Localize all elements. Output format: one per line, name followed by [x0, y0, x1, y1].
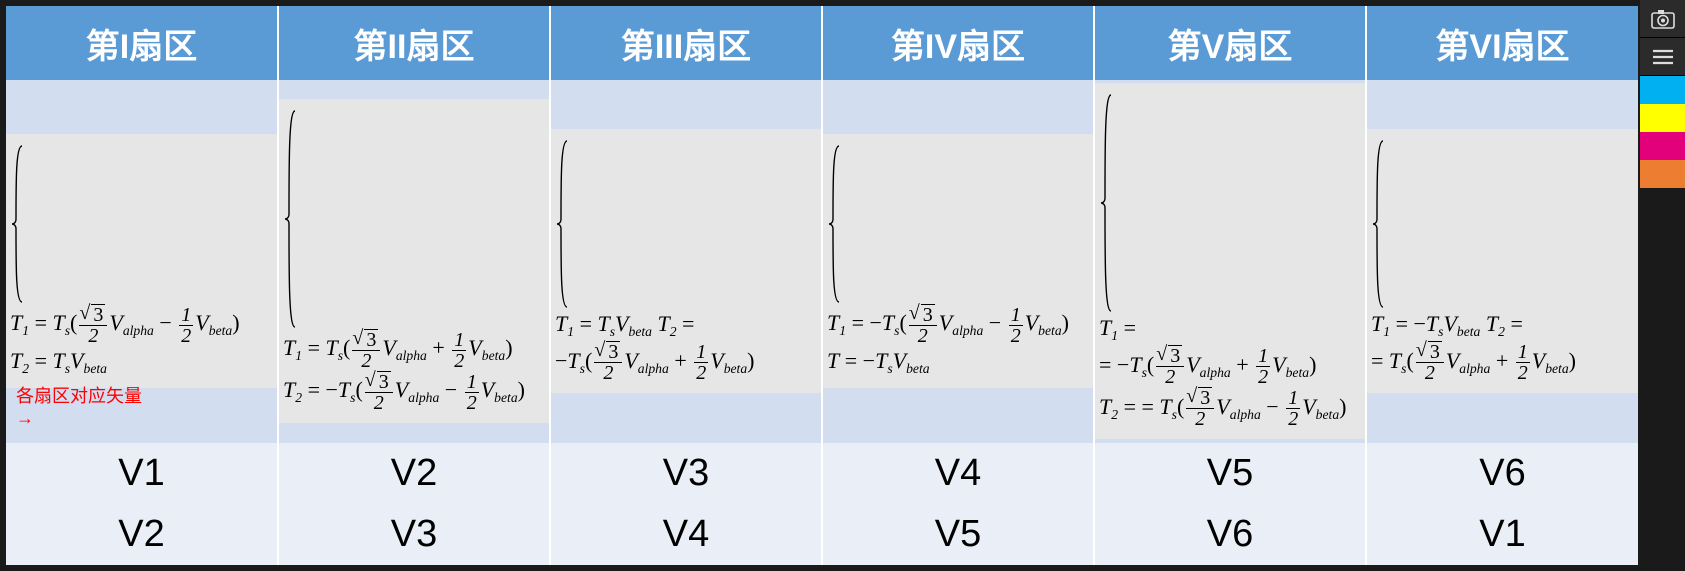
formula-cell-4: T1 = −Ts(32Valpha − 12Vbeta) T = −TsVbet… [822, 80, 1094, 443]
header-sector-1: 第I扇区 [6, 6, 278, 80]
vector-cell: V3 [550, 443, 822, 504]
formula-box-4: T1 = −Ts(32Valpha − 12Vbeta) T = −TsVbet… [823, 134, 1093, 388]
camera-icon [1651, 9, 1675, 29]
vector-cell: V4 [550, 504, 822, 565]
slide-stage: 第I扇区 第II扇区 第III扇区 第IV扇区 第V扇区 第VI扇区 T1 = … [6, 6, 1638, 565]
header-sector-4: 第IV扇区 [822, 6, 1094, 80]
swatch-magenta[interactable] [1640, 132, 1685, 160]
vector-row-1: V1 V2 V3 V4 V5 V6 [6, 443, 1638, 504]
formula-box-2: T1 = Ts(32Valpha + 12Vbeta) T2 = −Ts(32V… [279, 99, 549, 423]
vector-cell: V5 [822, 504, 1094, 565]
left-brace-icon [555, 139, 569, 309]
left-brace-icon [10, 144, 24, 304]
vector-cell: V3 [278, 504, 550, 565]
swatch-yellow[interactable] [1640, 104, 1685, 132]
vector-cell: V1 [1366, 504, 1638, 565]
formula-cell-5: T1 = = −Ts(32Valpha + 12Vbeta) T2 = = Ts… [1094, 80, 1366, 443]
vector-cell: V1 [6, 443, 278, 504]
left-brace-icon [1371, 139, 1385, 309]
header-row: 第I扇区 第II扇区 第III扇区 第IV扇区 第V扇区 第VI扇区 [6, 6, 1638, 80]
header-sector-6: 第VI扇区 [1366, 6, 1638, 80]
vector-cell: V6 [1366, 443, 1638, 504]
header-sector-5: 第V扇区 [1094, 6, 1366, 80]
formula-cell-3: T1 = TsVbeta T2 = −Ts(32Valpha + 12Vbeta… [550, 80, 822, 443]
left-brace-icon [283, 109, 297, 329]
formula-box-5: T1 = = −Ts(32Valpha + 12Vbeta) T2 = = Ts… [1095, 83, 1365, 439]
vector-cell: V4 [822, 443, 1094, 504]
formula-cell-1: T1 = Ts(32Valpha − 12Vbeta) T2 = TsVbeta [6, 80, 278, 443]
formula-box-3: T1 = TsVbeta T2 = −Ts(32Valpha + 12Vbeta… [551, 129, 821, 393]
list-button[interactable] [1640, 38, 1685, 76]
list-icon [1651, 48, 1675, 66]
formula-box-1: T1 = Ts(32Valpha − 12Vbeta) T2 = TsVbeta [6, 134, 277, 388]
formula-row: T1 = Ts(32Valpha − 12Vbeta) T2 = TsVbeta… [6, 80, 1638, 443]
right-toolbar [1640, 0, 1685, 188]
vector-cell: V6 [1094, 504, 1366, 565]
vector-row-2: V2 V3 V4 V5 V6 V1 [6, 504, 1638, 565]
formula-box-6: T1 = −TsVbeta T2 = = Ts(32Valpha + 12Vbe… [1367, 129, 1638, 393]
header-sector-2: 第II扇区 [278, 6, 550, 80]
formula-cell-6: T1 = −TsVbeta T2 = = Ts(32Valpha + 12Vbe… [1366, 80, 1638, 443]
left-brace-icon [827, 144, 841, 304]
swatch-cyan[interactable] [1640, 76, 1685, 104]
camera-button[interactable] [1640, 0, 1685, 38]
left-brace-icon [1099, 93, 1113, 313]
header-sector-3: 第III扇区 [550, 6, 822, 80]
vector-cell: V5 [1094, 443, 1366, 504]
vector-cell: V2 [6, 504, 278, 565]
formula-cell-2: T1 = Ts(32Valpha + 12Vbeta) T2 = −Ts(32V… [278, 80, 550, 443]
vector-cell: V2 [278, 443, 550, 504]
sector-table: 第I扇区 第II扇区 第III扇区 第IV扇区 第V扇区 第VI扇区 T1 = … [6, 6, 1638, 565]
swatch-orange[interactable] [1640, 160, 1685, 188]
